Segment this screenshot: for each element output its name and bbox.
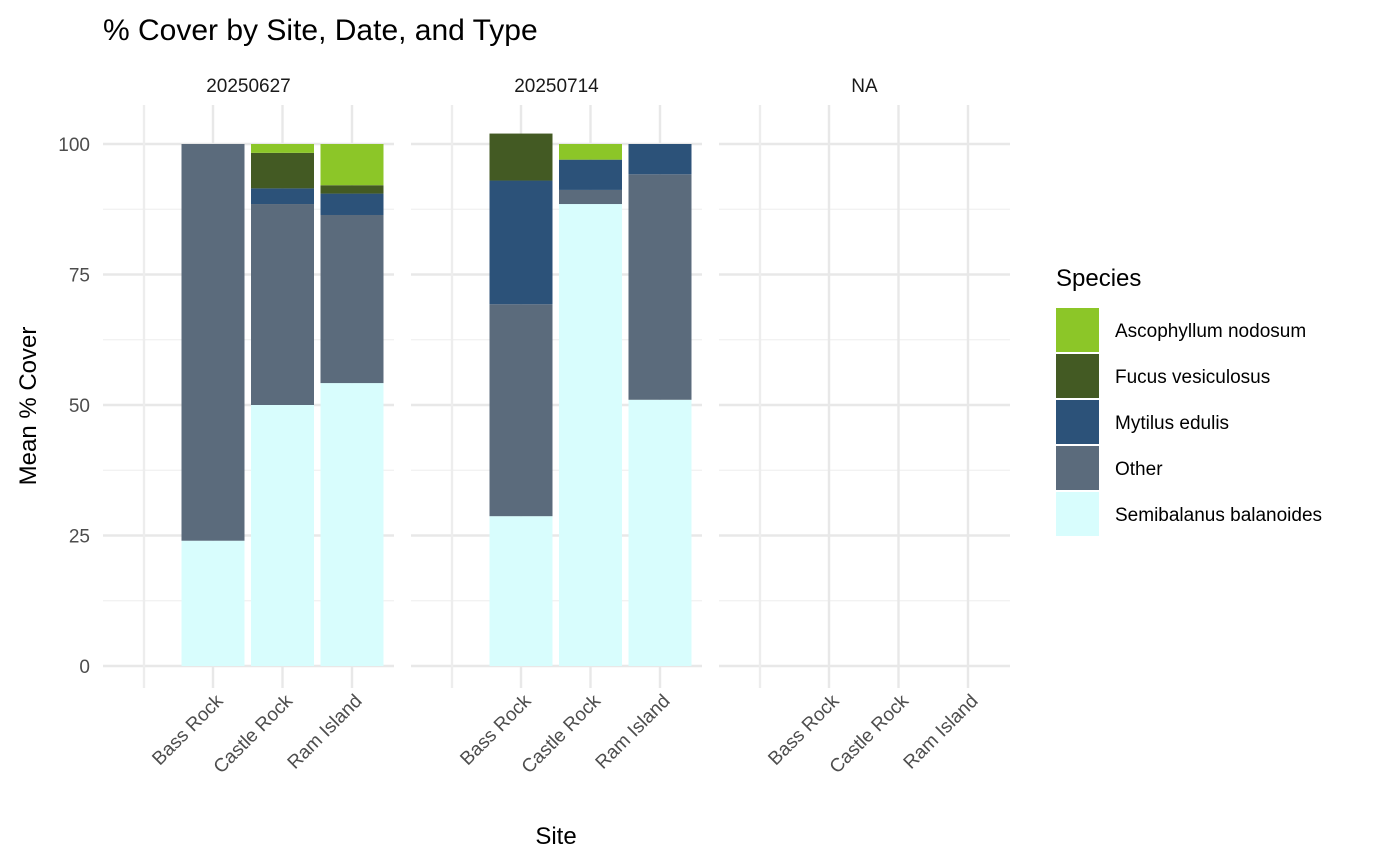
bar-segment-ram-island-semibalanus-balanoides [628, 399, 692, 666]
bar-segment-castle-rock-fucus-vesiculosus [251, 152, 314, 189]
legend-label: Ascophyllum nodosum [1115, 321, 1306, 342]
x-tick-label: Ram Island [900, 691, 983, 774]
legend: Species Ascophyllum nodosum Fucus vesicul… [1056, 265, 1322, 536]
y-axis: 0 25 50 75 100 [58, 135, 90, 678]
bar-segment-ram-island-other [320, 214, 384, 384]
bar-segment-bass-rock-semibalanus-balanoides [181, 540, 245, 666]
bar-segment-castle-rock-ascophyllum-nodosum [559, 144, 622, 160]
bar-segment-castle-rock-mytilus-edulis [251, 188, 314, 205]
legend-label: Semibalanus balanoides [1115, 505, 1322, 526]
legend-key-fucus-vesiculosus [1056, 354, 1099, 398]
legend-title: Species [1056, 265, 1141, 292]
y-tick-label: 75 [69, 266, 90, 287]
y-axis-title: Mean % Cover [15, 327, 42, 486]
y-tick-label: 0 [79, 657, 90, 678]
bar-segment-bass-rock-other [181, 144, 245, 541]
bar-segment-ram-island-mytilus-edulis [320, 193, 384, 215]
bar-segment-castle-rock-semibalanus-balanoides [251, 405, 314, 666]
legend-label: Fucus vesiculosus [1115, 367, 1270, 388]
x-tick-label: Ram Island [284, 691, 367, 774]
facet-label: NA [851, 76, 878, 97]
bar-segment-ram-island-other [628, 174, 692, 400]
x-axis-title: Site [535, 823, 576, 850]
bar-segment-bass-rock-semibalanus-balanoides [489, 516, 553, 666]
bar-segment-castle-rock-semibalanus-balanoides [559, 204, 622, 666]
bar-segment-ram-island-mytilus-edulis [628, 144, 692, 175]
facet-label: 20250714 [514, 76, 599, 97]
legend-label: Mytilus edulis [1115, 413, 1229, 434]
bar-segment-bass-rock-other [489, 304, 553, 517]
chart-title: % Cover by Site, Date, and Type [103, 14, 538, 47]
legend-label: Other [1115, 459, 1163, 480]
y-tick-label: 50 [69, 396, 90, 417]
legend-key-ascophyllum-nodosum [1056, 308, 1099, 352]
bar-segment-castle-rock-other [251, 204, 314, 405]
legend-key-mytilus-edulis [1056, 400, 1099, 444]
bar-segment-bass-rock-mytilus-edulis [489, 180, 553, 305]
legend-key-other [1056, 446, 1099, 490]
legend-key-semibalanus-balanoides [1056, 492, 1099, 536]
y-tick-label: 25 [69, 527, 90, 548]
bar-segment-castle-rock-mytilus-edulis [559, 159, 622, 190]
facet-label: 20250627 [206, 76, 291, 97]
bar-segment-castle-rock-ascophyllum-nodosum [251, 144, 314, 153]
y-tick-label: 100 [58, 135, 90, 156]
bar-segment-castle-rock-other [559, 189, 622, 205]
x-tick-label: Ram Island [592, 691, 675, 774]
bar-segment-ram-island-ascophyllum-nodosum [320, 144, 384, 186]
bar-segment-ram-island-fucus-vesiculosus [320, 185, 384, 194]
bar-segment-ram-island-semibalanus-balanoides [320, 383, 384, 666]
bar-segment-bass-rock-fucus-vesiculosus [489, 133, 553, 181]
